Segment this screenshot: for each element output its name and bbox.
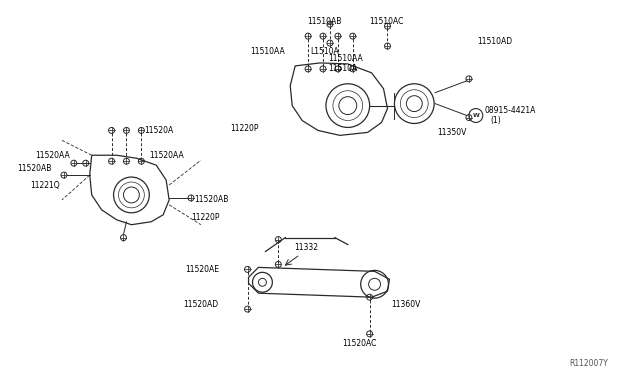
Text: 11220P: 11220P (191, 213, 220, 222)
Text: 11332: 11332 (294, 243, 318, 252)
Text: 11510AA: 11510AA (250, 46, 285, 55)
Text: 11520A: 11520A (145, 126, 173, 135)
Text: 11520AC: 11520AC (342, 339, 376, 348)
Text: 11520AB: 11520AB (194, 195, 228, 204)
Text: 11510AC: 11510AC (370, 17, 404, 26)
Text: 11220P: 11220P (230, 124, 259, 133)
Text: 11510AB: 11510AB (307, 17, 342, 26)
Text: 11520AB: 11520AB (18, 164, 52, 173)
Text: 11520AA: 11520AA (149, 151, 184, 160)
Text: 11350V: 11350V (437, 128, 467, 137)
Text: 11510A: 11510A (328, 64, 357, 73)
Text: 11360V: 11360V (392, 299, 421, 309)
Text: R112007Y: R112007Y (569, 359, 608, 368)
Text: 11221Q: 11221Q (30, 180, 60, 189)
Text: 11510AA: 11510AA (328, 54, 363, 64)
Text: 11510AD: 11510AD (477, 36, 512, 46)
Text: (1): (1) (491, 116, 502, 125)
Text: 11520AE: 11520AE (185, 265, 219, 274)
Text: 11520AA: 11520AA (35, 151, 70, 160)
Text: L1510A: L1510A (310, 46, 339, 55)
Text: 11520AD: 11520AD (184, 299, 219, 309)
Text: W: W (472, 113, 479, 118)
Text: 08915-4421A: 08915-4421A (484, 106, 536, 115)
